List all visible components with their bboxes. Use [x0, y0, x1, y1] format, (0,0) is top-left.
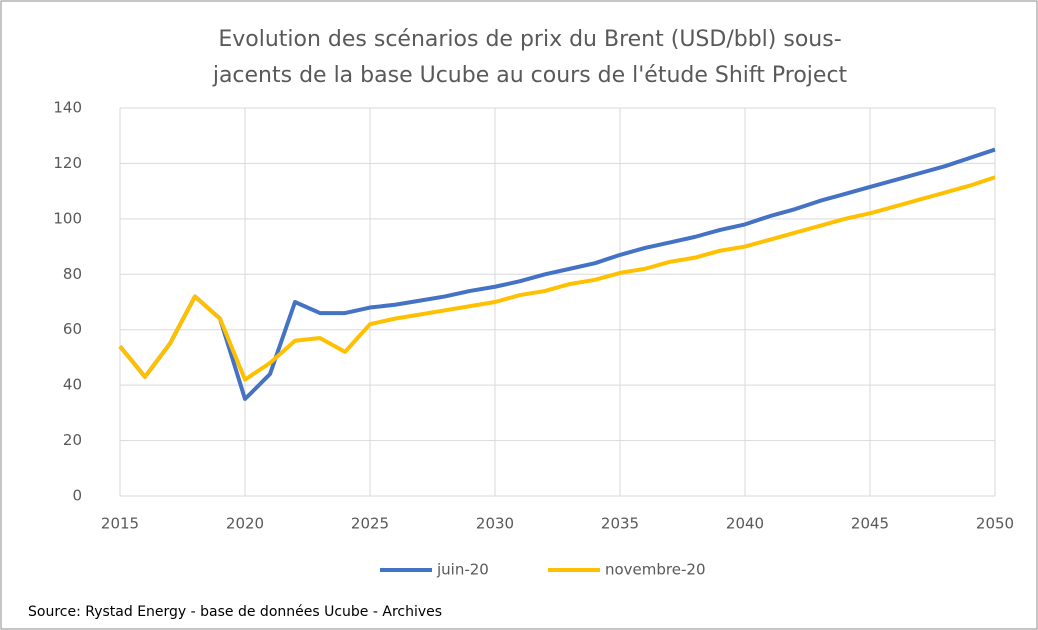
- x-tick-label: 2050: [976, 515, 1014, 533]
- line-series: [118, 147, 996, 401]
- x-tick-label: 2040: [726, 515, 764, 533]
- x-tick-label: 2015: [101, 515, 139, 533]
- chart-title: jacents de la base Ucube au cours de l'é…: [212, 63, 848, 88]
- x-tick-label: 2025: [351, 515, 389, 533]
- x-tick-label: 2035: [601, 515, 639, 533]
- source: Source: Rystad Energy - base de données …: [28, 604, 442, 620]
- y-tick-label: 40: [63, 376, 82, 394]
- y-tick-label: 0: [72, 487, 82, 505]
- line-series: [118, 175, 996, 382]
- y-tick-label: 100: [53, 209, 82, 227]
- x-tick-label: 2020: [226, 515, 264, 533]
- x-tick-label: 2045: [851, 515, 889, 533]
- y-tick-label: 20: [63, 431, 82, 449]
- legend-label: juin-20: [436, 561, 489, 579]
- y-tick-label: 60: [63, 320, 82, 338]
- x-tick-label: 2030: [476, 515, 514, 533]
- legend-label: novembre-20: [605, 561, 706, 579]
- chart-title: Evolution des scénarios de prix du Brent…: [218, 27, 841, 52]
- y-tick-label: 140: [53, 99, 82, 117]
- y-tick-label: 120: [53, 154, 82, 172]
- y-tick-label: 80: [63, 265, 82, 283]
